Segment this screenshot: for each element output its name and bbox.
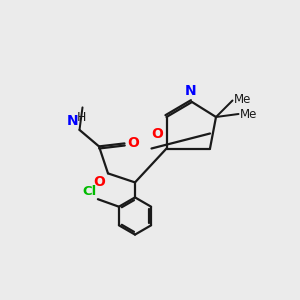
Text: O: O xyxy=(93,175,105,189)
Text: N: N xyxy=(185,84,196,98)
Text: N: N xyxy=(66,114,78,128)
Text: O: O xyxy=(127,136,139,150)
Text: O: O xyxy=(151,127,163,141)
Text: Cl: Cl xyxy=(82,185,96,198)
Text: H: H xyxy=(77,111,87,124)
Text: Me: Me xyxy=(240,107,257,121)
Text: Me: Me xyxy=(234,93,251,106)
